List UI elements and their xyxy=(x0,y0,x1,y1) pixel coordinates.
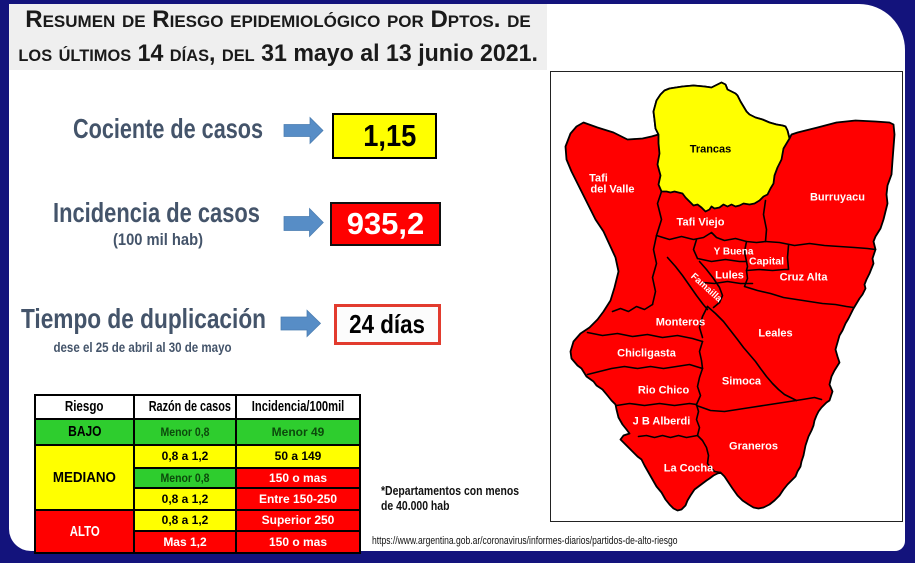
svg-text:Cruz Alta: Cruz Alta xyxy=(780,272,829,284)
svg-text:Burruyacu: Burruyacu xyxy=(810,192,865,204)
svg-text:Simoca: Simoca xyxy=(722,376,762,388)
svg-text:Trancas: Trancas xyxy=(690,144,732,156)
svg-text:Tafi: Tafi xyxy=(589,173,608,185)
svg-text:Rio Chico: Rio Chico xyxy=(638,385,690,397)
svg-text:Chicligasta: Chicligasta xyxy=(617,348,677,360)
svg-text:Tafi Viejo: Tafi Viejo xyxy=(677,217,725,229)
svg-text:del Valle: del Valle xyxy=(590,184,634,196)
svg-text:Capital: Capital xyxy=(749,256,784,268)
svg-text:Monteros: Monteros xyxy=(656,317,706,329)
svg-text:Leales: Leales xyxy=(758,328,792,340)
svg-text:La Cocha: La Cocha xyxy=(664,463,714,475)
svg-text:J B Alberdi: J B Alberdi xyxy=(633,416,691,428)
svg-text:Graneros: Graneros xyxy=(729,441,778,453)
svg-text:Lules: Lules xyxy=(715,270,744,282)
svg-text:Y Buena: Y Buena xyxy=(714,247,754,258)
